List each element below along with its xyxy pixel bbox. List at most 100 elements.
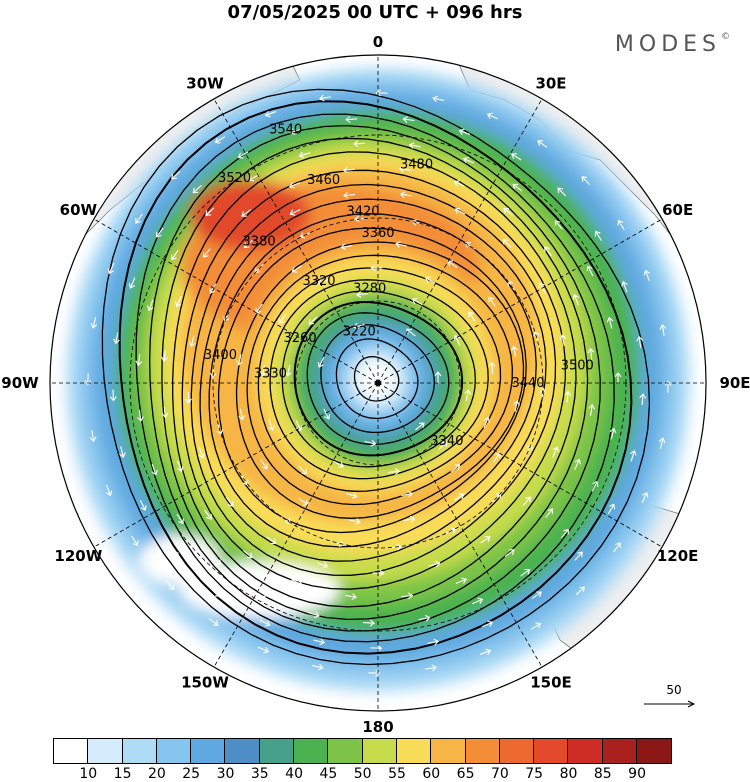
wind-arrow: [522, 496, 531, 506]
wind-arrow: [488, 296, 496, 307]
height-contour: [208, 213, 537, 548]
wind-arrow: [198, 447, 206, 459]
wind-arrow: [432, 95, 445, 103]
wind-arrow: [503, 207, 513, 216]
wind-arrow: [586, 265, 594, 277]
wind-arrow: [225, 496, 234, 507]
wind-arrow: [511, 153, 522, 161]
wind-arrow: [581, 176, 591, 186]
wind-arrow: [406, 328, 416, 337]
wind-arrow: [202, 248, 211, 258]
wind-arrow: [630, 449, 637, 462]
wind-arrow: [214, 136, 226, 144]
wind-arrow: [298, 465, 308, 475]
wind-arrow: [278, 313, 287, 324]
wind-arrow: [311, 663, 324, 671]
contour-label: 3340: [430, 434, 463, 449]
colorbar-tick-label: 25: [182, 766, 201, 782]
contour-label: 3380: [243, 234, 276, 249]
contour-label: 3460: [307, 173, 340, 188]
wind-arrow: [564, 390, 572, 403]
height-contour: [281, 290, 476, 468]
wind-arrow: [559, 334, 567, 346]
wind-arrow: [462, 156, 475, 164]
wind-arrow: [346, 492, 358, 499]
wind-arrow: [557, 187, 567, 197]
longitude-label: 90E: [719, 374, 750, 392]
wind-arrow: [530, 622, 542, 630]
wind-arrow: [607, 503, 616, 515]
wind-arrow: [641, 491, 649, 503]
wind-arrow: [89, 430, 97, 443]
longitude-label: 30W: [186, 74, 224, 92]
wind-arrow: [343, 191, 355, 199]
wind-arrow: [171, 250, 179, 261]
wind-arrow: [316, 561, 329, 569]
colorbar-tick-label: 80: [559, 766, 578, 782]
wind-arrow: [472, 597, 484, 605]
colorbar-tick-label: 15: [113, 766, 132, 782]
meridian-line: [93, 218, 379, 384]
longitude-label: 90W: [1, 374, 39, 392]
colorbar-swatch: [568, 739, 603, 763]
wind-arrow: [192, 184, 202, 194]
wind-reference-label: 50: [666, 683, 682, 697]
wind-arrow: [574, 458, 581, 470]
longitude-label: 60E: [662, 201, 693, 219]
brand-name: MODES: [614, 32, 721, 57]
wind-arrow: [353, 322, 365, 330]
contour-label: 3360: [361, 226, 394, 241]
wind-arrow: [238, 408, 246, 421]
height-contour: [149, 124, 601, 632]
wind-arrow: [636, 336, 644, 348]
wind-arrow: [454, 493, 465, 501]
wind-arrow: [438, 441, 448, 450]
wind-arrow: [427, 638, 440, 646]
wind-arrow: [574, 551, 583, 561]
wind-arrow: [575, 586, 585, 596]
wind-arrow: [175, 296, 182, 308]
wind-arrow: [236, 354, 243, 366]
wind-arrow: [345, 593, 357, 600]
wind-arrow: [587, 347, 595, 360]
wind-arrow: [594, 230, 603, 242]
contour-label: 3440: [511, 376, 544, 391]
wind-arrow: [161, 406, 169, 419]
wind-arrow: [364, 439, 377, 447]
wind-arrow: [323, 408, 331, 420]
wind-arrow: [333, 460, 345, 468]
colorbar-swatch: [637, 739, 672, 763]
wind-arrow: [161, 350, 168, 362]
wind-arrow: [318, 94, 331, 102]
wind-arrow: [256, 589, 268, 598]
wind-arrow: [289, 128, 301, 135]
latitude-circle: [129, 134, 627, 632]
contour-label: 3220: [343, 324, 376, 339]
colorbar-swatch: [465, 739, 500, 763]
wind-arrow: [237, 151, 249, 159]
longitude-label: 150E: [530, 674, 572, 692]
colorbar-tick-label: 40: [285, 766, 304, 782]
colorbar-tick-label: 20: [147, 766, 166, 782]
meridian-line: [377, 382, 543, 668]
wind-arrow: [408, 142, 421, 149]
colorbar-swatch: [362, 739, 397, 763]
meridian-line: [213, 382, 379, 668]
wind-arrow: [370, 264, 383, 272]
wind-arrow: [591, 480, 599, 492]
wind-arrow: [370, 644, 383, 652]
colorbar-swatch: [156, 739, 192, 763]
meridian-line: [93, 382, 379, 548]
colorbar-swatch: [431, 739, 466, 763]
wind-arrow: [520, 568, 531, 577]
wind-arrow: [453, 180, 465, 187]
contour-label: 3400: [204, 348, 237, 363]
wind-arrow: [212, 556, 222, 566]
height-contour: [161, 137, 589, 621]
colorbar: [53, 738, 673, 764]
contour-label: 3520: [218, 171, 251, 186]
longitude-label: 150W: [181, 674, 229, 692]
wind-arrow: [552, 446, 559, 458]
wind-arrow: [266, 536, 277, 545]
height-contour: [118, 100, 633, 655]
